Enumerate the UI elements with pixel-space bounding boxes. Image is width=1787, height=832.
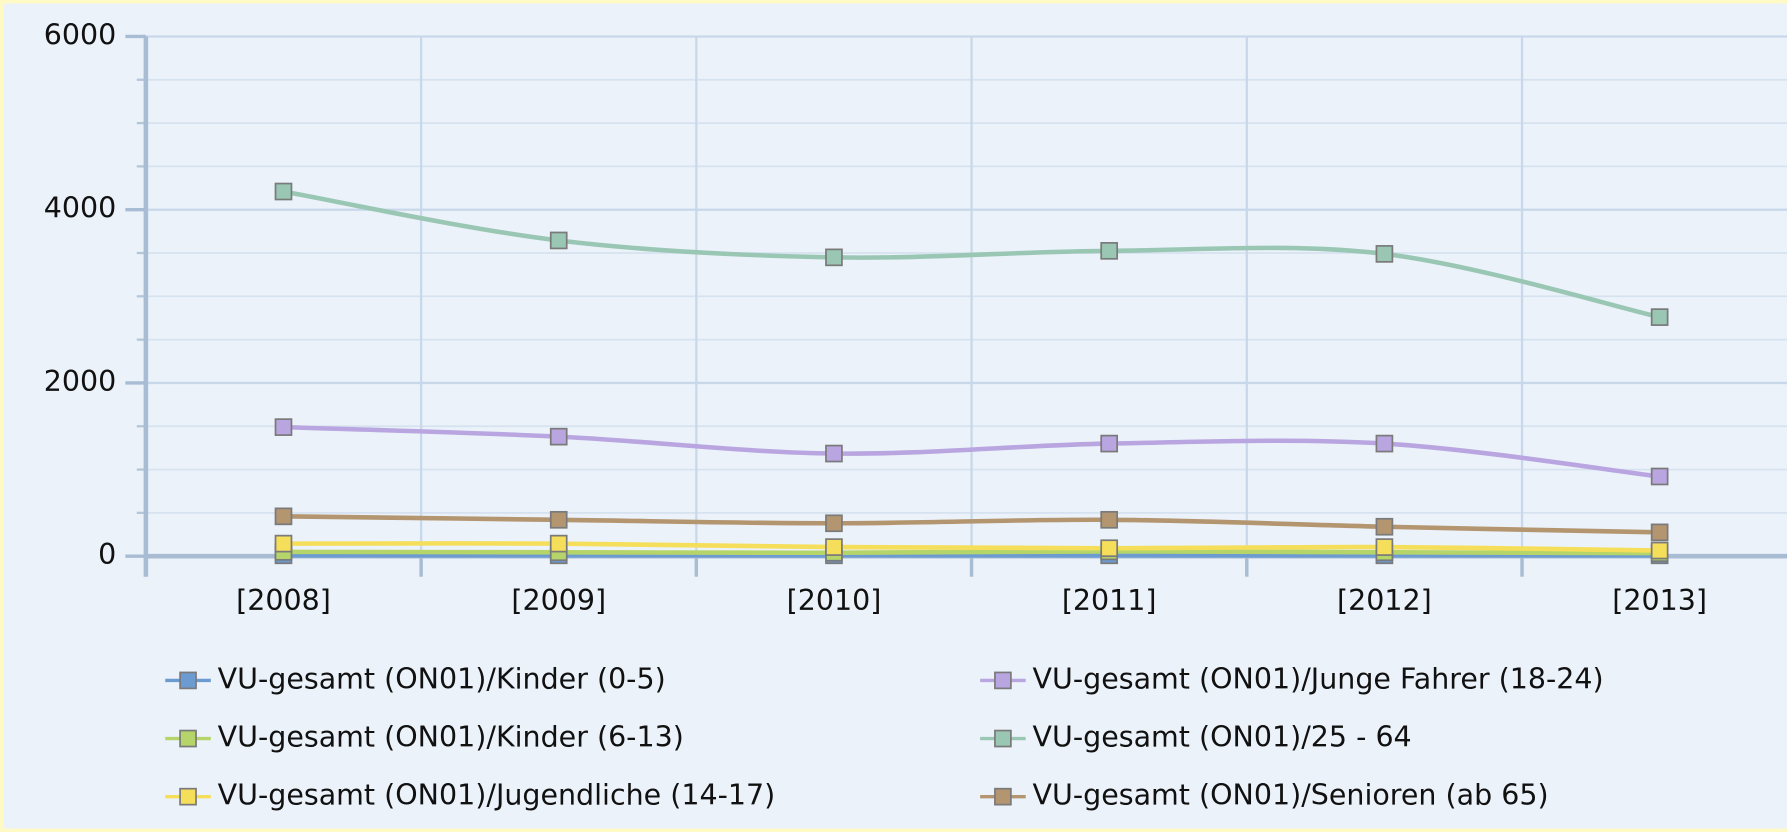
point-marker [1375, 434, 1394, 453]
x-tick-label: [2011] [1062, 584, 1157, 617]
point-marker [1375, 538, 1394, 556]
legend-label: VU-gesamt (ON01)/Kinder (0-5) [218, 662, 666, 695]
point-marker [1650, 523, 1669, 542]
point-marker [1100, 539, 1119, 558]
series-line [283, 541, 1660, 553]
point-marker [1375, 245, 1394, 263]
x-tick-label: [2010] [787, 584, 882, 617]
series-line [283, 549, 1660, 556]
legend-marker [179, 671, 197, 690]
x-tick-label: [2008] [236, 584, 331, 617]
series-line [283, 424, 1660, 479]
point-marker [1100, 510, 1119, 529]
legend-label: VU-gesamt (ON01)/Junge Fahrer (18-24) [1033, 662, 1604, 695]
point-marker [549, 231, 568, 250]
point-marker [1100, 242, 1119, 260]
point-marker [274, 507, 293, 526]
point-marker [274, 182, 293, 201]
point-marker [825, 444, 843, 463]
legend-label: VU-gesamt (ON01)/Kinder (6-13) [218, 721, 684, 754]
legend-marker [179, 787, 197, 806]
point-marker [1650, 308, 1669, 326]
legend-label: VU-gesamt (ON01)/Jugendliche (14-17) [218, 779, 776, 812]
point-marker [274, 534, 293, 553]
point-marker [274, 418, 293, 436]
chart-background [3, 3, 1787, 829]
x-tick-label: [2012] [1337, 584, 1432, 617]
y-tick-label: 2000 [44, 365, 116, 398]
point-marker [825, 538, 843, 556]
point-marker [549, 534, 568, 553]
legend-label: VU-gesamt (ON01)/Senioren (ab 65) [1033, 779, 1549, 812]
point-marker [1375, 517, 1394, 536]
x-tick-label: [2013] [1612, 584, 1707, 617]
legend-marker [179, 729, 197, 748]
point-marker [1100, 434, 1119, 453]
legend-marker [994, 787, 1012, 806]
point-marker [1650, 467, 1669, 486]
point-marker [825, 248, 843, 267]
y-tick-label: 4000 [44, 192, 116, 225]
x-tick-label: [2009] [511, 584, 606, 617]
point-marker [549, 510, 568, 529]
series-line [283, 514, 1660, 535]
legend-label: VU-gesamt (ON01)/25 - 64 [1033, 721, 1412, 754]
legend-marker [994, 729, 1012, 748]
point-marker [549, 427, 568, 446]
legend-marker [994, 671, 1012, 690]
point-marker [825, 514, 843, 533]
series-line [283, 189, 1661, 320]
y-tick-label: 0 [98, 538, 116, 571]
point-marker [1650, 541, 1669, 560]
y-tick-label: 6000 [44, 18, 116, 51]
